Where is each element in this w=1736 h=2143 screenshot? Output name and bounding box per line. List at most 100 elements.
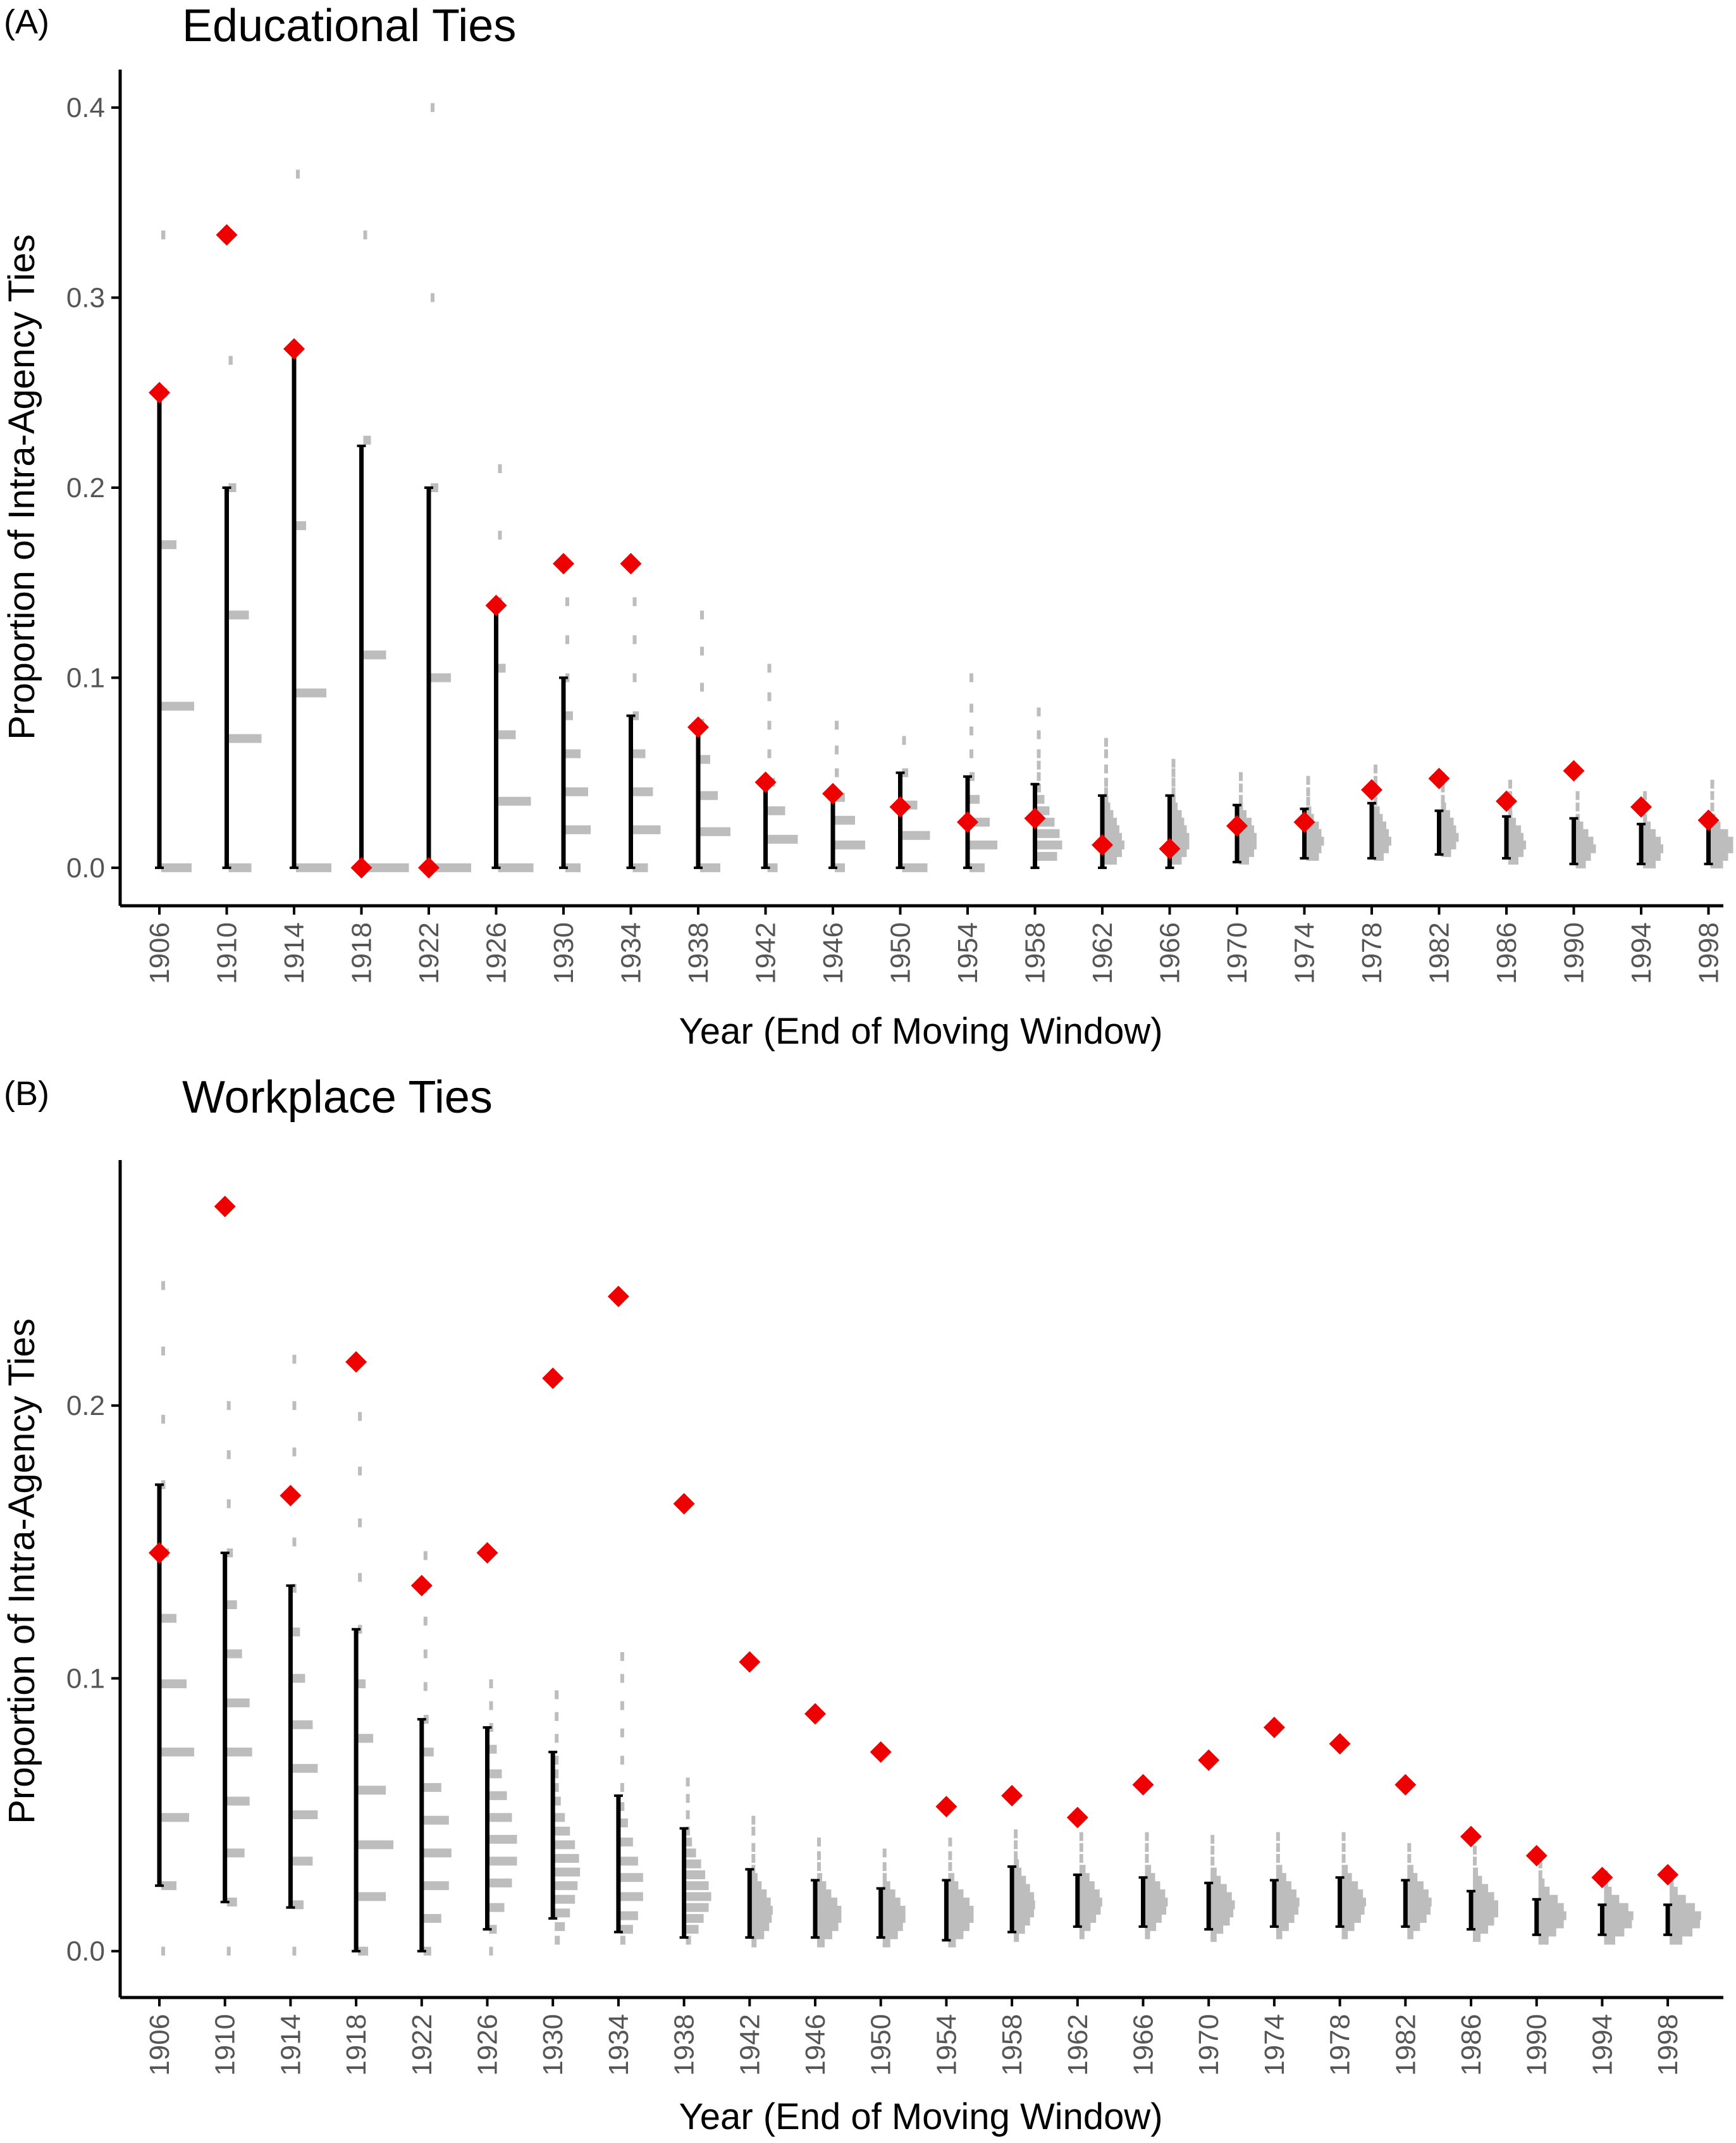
- null-distribution-bin: [1014, 1884, 1030, 1893]
- null-distribution-bin: [161, 1679, 187, 1689]
- null-distribution-bin: [1145, 1854, 1149, 1863]
- x-tick-label: 1914: [279, 922, 310, 984]
- null-distribution-bin: [1341, 1881, 1358, 1891]
- x-tick-label: 1986: [1456, 2014, 1487, 2076]
- null-distribution-bin: [1407, 1881, 1424, 1891]
- null-distribution-bin: [1473, 1867, 1478, 1877]
- observed-point: [804, 1703, 826, 1725]
- null-distribution-bin: [970, 703, 973, 713]
- null-distribution-bin: [1014, 1859, 1019, 1868]
- null-distribution-bin: [1508, 817, 1516, 827]
- null-distribution-bin: [1306, 836, 1324, 846]
- null-distribution-bin: [1079, 1913, 1097, 1923]
- null-distribution-bin: [1079, 1922, 1091, 1931]
- null-distribution-bin: [292, 1401, 297, 1411]
- null-distribution-bin: [161, 1813, 189, 1822]
- null-distribution-bin: [1014, 1925, 1025, 1934]
- null-distribution-bin: [423, 1881, 449, 1891]
- null-distribution-bin: [565, 635, 569, 645]
- null-distribution-bin: [632, 635, 637, 645]
- x-tick-label: 1906: [144, 2014, 175, 2076]
- null-distribution-bin: [817, 1938, 825, 1948]
- null-distribution-bin: [555, 1690, 559, 1700]
- null-distribution-bin: [1575, 851, 1591, 861]
- null-distribution-bin: [1306, 787, 1310, 796]
- null-distribution-bin: [226, 1401, 231, 1411]
- observed-point: [687, 716, 709, 738]
- null-distribution-bin: [1079, 1832, 1083, 1841]
- null-distribution-bin: [1643, 791, 1647, 800]
- null-distribution-bin: [751, 1873, 758, 1882]
- x-tick-label: 1942: [751, 922, 782, 984]
- null-distribution-bin: [1341, 1843, 1346, 1852]
- null-distribution-bin: [817, 1905, 842, 1915]
- null-distribution-bin: [1171, 832, 1190, 842]
- null-distribution-bin: [1604, 1927, 1625, 1937]
- null-distribution-bin: [1538, 1919, 1564, 1929]
- null-distribution-bin: [555, 1922, 565, 1931]
- observed-point: [345, 1351, 367, 1373]
- null-distribution-bin: [226, 1698, 250, 1708]
- null-distribution-bin: [1341, 1832, 1346, 1841]
- observed-point: [1563, 760, 1585, 782]
- null-distribution-bin: [1276, 1905, 1299, 1915]
- null-distribution-bin: [161, 1614, 176, 1623]
- null-distribution-bin: [363, 863, 409, 872]
- null-distribution-bin: [423, 1815, 449, 1825]
- null-distribution-bin: [1643, 851, 1661, 861]
- null-distribution-bin: [228, 355, 233, 365]
- null-distribution-bin: [292, 1720, 313, 1729]
- null-distribution-bin: [1079, 1865, 1086, 1874]
- x-tick-label: 1926: [481, 922, 512, 984]
- null-distribution-bin: [751, 1826, 756, 1836]
- null-distribution-bin: [423, 1913, 441, 1923]
- null-distribution-bin: [1171, 768, 1176, 777]
- null-distribution-bin: [555, 1712, 559, 1721]
- y-tick-label: 0.1: [66, 1663, 105, 1694]
- null-distribution-bin: [700, 827, 730, 836]
- null-distribution-bin: [948, 1851, 952, 1860]
- null-distribution-bin: [1037, 794, 1045, 804]
- null-distribution-bin: [620, 1837, 633, 1847]
- observed-point: [1630, 796, 1652, 818]
- null-distribution-bin: [555, 1936, 560, 1945]
- null-distribution-bin: [1710, 802, 1714, 812]
- null-distribution-bin: [835, 863, 845, 872]
- null-distribution-bin: [1538, 1894, 1558, 1904]
- observed-point: [485, 595, 507, 617]
- null-distribution-bin: [555, 1796, 561, 1806]
- null-distribution-bin: [1710, 836, 1733, 846]
- null-distribution-bin: [948, 1873, 954, 1882]
- null-distribution-bin: [751, 1854, 756, 1863]
- null-distribution-bin: [555, 1782, 559, 1792]
- null-distribution-bin: [970, 840, 997, 849]
- null-distribution-bin: [620, 1674, 624, 1683]
- observed-point: [216, 224, 238, 246]
- null-distribution-bin: [882, 1889, 896, 1899]
- null-distribution-bin: [226, 1499, 231, 1509]
- null-distribution-bin: [1104, 787, 1108, 796]
- y-ticks: 0.0 0.1 0.2: [66, 1390, 120, 1967]
- null-distribution-bin: [555, 1755, 559, 1765]
- null-distribution-bin: [686, 1859, 701, 1868]
- observed-point: [957, 811, 978, 833]
- null-distribution-bin: [565, 863, 581, 872]
- x-tick-label: 1962: [1062, 2014, 1093, 2076]
- null-distribution-bin: [686, 1881, 709, 1891]
- null-distribution-bin: [686, 1870, 705, 1879]
- null-distribution-bin: [686, 1903, 709, 1912]
- null-distribution-bin: [700, 610, 704, 620]
- observed-point: [1132, 1774, 1154, 1796]
- null-distribution-bin: [1145, 1881, 1160, 1891]
- null-distribution-bin: [161, 1414, 165, 1424]
- null-distribution-bin: [1670, 1927, 1693, 1937]
- observed-point: [149, 1542, 170, 1564]
- null-distribution-bin: [1171, 802, 1178, 812]
- null-distribution-bin: [1538, 1870, 1542, 1879]
- null-distribution-bin: [1508, 840, 1526, 849]
- null-distribution-bin: [751, 1905, 773, 1915]
- null-distribution-bin: [431, 673, 451, 682]
- null-distribution-bin: [1210, 1900, 1235, 1910]
- null-distribution-bin: [1171, 825, 1187, 834]
- observed-point: [1329, 1732, 1351, 1755]
